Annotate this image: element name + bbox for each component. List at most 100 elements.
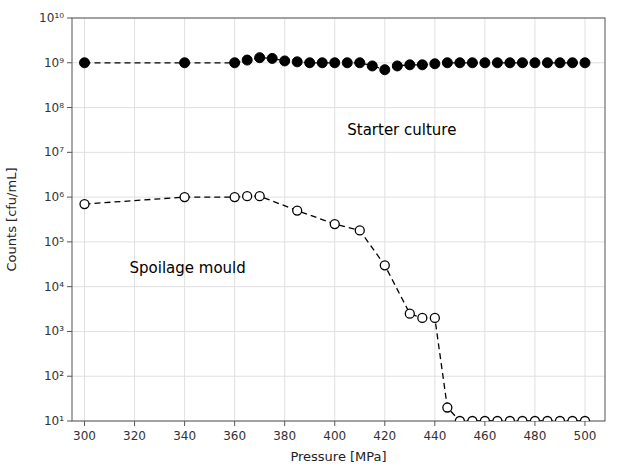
series-point	[267, 53, 277, 63]
series-point	[480, 417, 489, 422]
series	[80, 192, 589, 421]
series-point	[292, 57, 302, 67]
series-point	[380, 65, 390, 75]
y-tick-label: 10⁶	[44, 190, 64, 204]
series-point	[180, 193, 189, 202]
x-tick-label: 400	[323, 429, 346, 443]
series-point	[367, 61, 377, 71]
chart: 30032034036038040042044046048050010¹10²1…	[0, 0, 623, 473]
x-tick-label: 360	[223, 429, 246, 443]
y-tick	[67, 331, 72, 332]
x-grid-line	[534, 18, 535, 421]
x-tick-label: 380	[273, 429, 296, 443]
x-grid-line	[584, 18, 585, 421]
series-point	[342, 58, 352, 68]
series-point	[542, 58, 552, 68]
x-tick-label: 340	[173, 429, 196, 443]
x-tick	[334, 421, 335, 426]
series-point	[442, 58, 452, 68]
series-point	[418, 313, 427, 322]
series-point	[518, 417, 527, 422]
y-tick	[67, 62, 72, 63]
axes: 30032034036038040042044046048050010¹10²1…	[39, 11, 605, 443]
x-grid-line	[284, 18, 285, 421]
x-tick	[284, 421, 285, 426]
x-tick	[134, 421, 135, 426]
series-point	[242, 55, 252, 65]
x-tick-label: 460	[473, 429, 496, 443]
series-point	[517, 58, 527, 68]
y-grid-line	[72, 152, 605, 153]
series-point	[392, 61, 402, 71]
y-grid-line	[72, 241, 605, 242]
x-axis-label: Pressure [MPa]	[290, 449, 386, 464]
series-point	[430, 59, 440, 69]
y-tick	[67, 197, 72, 198]
x-tick-label: 300	[73, 429, 96, 443]
series-point	[492, 58, 502, 68]
x-tick	[234, 421, 235, 426]
series-point	[405, 60, 415, 70]
series-line	[85, 58, 585, 70]
series-point	[243, 192, 252, 201]
series-line	[85, 196, 585, 421]
series-point	[405, 309, 414, 318]
series-point	[443, 403, 452, 412]
x-tick	[384, 421, 385, 426]
x-tick	[184, 421, 185, 426]
series-point	[355, 58, 365, 68]
y-tick	[67, 421, 72, 422]
series-point	[580, 58, 590, 68]
series-point	[230, 58, 240, 68]
series-point	[317, 58, 327, 68]
series-point	[280, 56, 290, 66]
series-point	[530, 58, 540, 68]
series-point	[255, 53, 265, 63]
y-tick	[67, 241, 72, 242]
background	[0, 0, 623, 473]
x-tick	[84, 421, 85, 426]
y-tick	[67, 107, 72, 108]
x-tick-label: 420	[373, 429, 396, 443]
y-grid-line	[72, 376, 605, 377]
series-point	[555, 58, 565, 68]
series-point	[505, 417, 514, 422]
series-point	[530, 417, 539, 422]
series-point	[230, 193, 239, 202]
series-point	[417, 60, 427, 70]
y-tick-label: 10⁸	[44, 101, 64, 115]
grid	[72, 18, 605, 421]
series-point	[330, 220, 339, 229]
x-grid-line	[384, 18, 385, 421]
series-point	[555, 417, 564, 422]
x-tick-label: 480	[523, 429, 546, 443]
x-tick	[584, 421, 585, 426]
y-tick	[67, 18, 72, 19]
series-point	[180, 58, 190, 68]
series	[80, 53, 590, 75]
annotation: Spoilage mould	[130, 259, 246, 277]
x-grid-line	[84, 18, 85, 421]
y-tick-label: 10⁹	[44, 56, 64, 70]
series-point	[543, 417, 552, 422]
series-point	[305, 58, 315, 68]
series-point	[430, 313, 439, 322]
annotation: Starter culture	[347, 121, 456, 139]
series-point	[293, 206, 302, 215]
series-point	[455, 417, 464, 422]
series-point	[468, 417, 477, 422]
x-tick-label: 320	[123, 429, 146, 443]
y-axis-label: Counts [cfu/mL]	[4, 168, 19, 272]
y-tick-label: 10³	[44, 324, 64, 338]
y-tick-label: 10¹	[44, 414, 64, 428]
x-grid-line	[234, 18, 235, 421]
y-tick-label: 10⁴	[44, 280, 64, 294]
series-point	[580, 417, 589, 422]
series-point	[455, 58, 465, 68]
series-point	[255, 192, 264, 201]
y-tick-label: 10²	[44, 369, 64, 383]
y-grid-line	[72, 331, 605, 332]
y-grid-line	[72, 197, 605, 198]
x-tick-label: 500	[574, 429, 597, 443]
y-tick-label: 10⁷	[44, 145, 64, 159]
